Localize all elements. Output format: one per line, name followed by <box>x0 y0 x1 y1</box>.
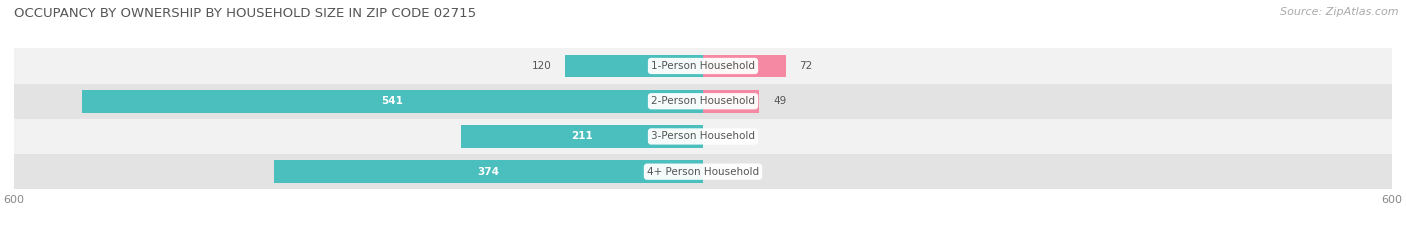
Text: 49: 49 <box>773 96 786 106</box>
Text: 0: 0 <box>717 167 723 177</box>
Text: 541: 541 <box>381 96 404 106</box>
Bar <box>274 160 703 183</box>
Text: 2-Person Household: 2-Person Household <box>651 96 755 106</box>
Bar <box>14 48 1392 84</box>
Text: 120: 120 <box>531 61 551 71</box>
Bar <box>82 90 703 113</box>
Text: Source: ZipAtlas.com: Source: ZipAtlas.com <box>1281 7 1399 17</box>
Bar <box>14 154 1392 189</box>
Text: 72: 72 <box>800 61 813 71</box>
Text: 1-Person Household: 1-Person Household <box>651 61 755 71</box>
Text: 4+ Person Household: 4+ Person Household <box>647 167 759 177</box>
Bar <box>703 90 759 113</box>
Text: 0: 0 <box>717 131 723 141</box>
Bar <box>14 84 1392 119</box>
Bar <box>14 119 1392 154</box>
Text: OCCUPANCY BY OWNERSHIP BY HOUSEHOLD SIZE IN ZIP CODE 02715: OCCUPANCY BY OWNERSHIP BY HOUSEHOLD SIZE… <box>14 7 477 20</box>
Text: 3-Person Household: 3-Person Household <box>651 131 755 141</box>
Text: 374: 374 <box>477 167 499 177</box>
Text: 211: 211 <box>571 131 593 141</box>
Bar <box>565 55 703 77</box>
Bar <box>703 55 786 77</box>
Bar <box>461 125 703 148</box>
